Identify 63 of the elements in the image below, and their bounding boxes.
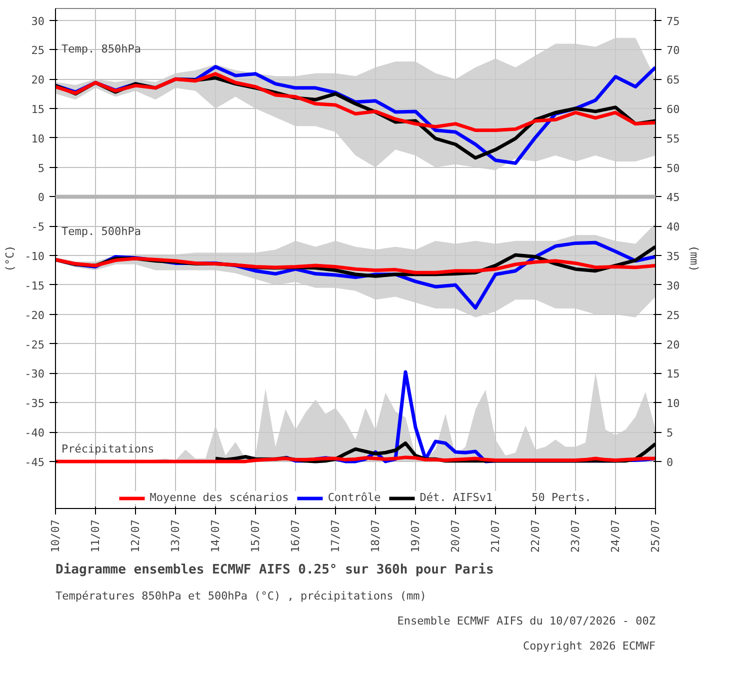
x-tick-label: 24/07 <box>609 519 622 553</box>
y2-tick-label: 25 <box>666 308 680 322</box>
x-tick-label: 13/07 <box>169 519 182 553</box>
x-tick-label: 18/07 <box>369 519 382 553</box>
annotation: Temp. 500hPa <box>62 224 141 238</box>
x-tick-label: 19/07 <box>409 519 422 553</box>
x-tick-label: 11/07 <box>89 519 102 553</box>
y-tick-label: 5 <box>38 162 44 175</box>
x-tick-label: 15/07 <box>249 519 262 553</box>
text: Ensemble ECMWF AIFS du 10/07/2026 - 00Z <box>397 614 656 628</box>
x-tick-label: 14/07 <box>209 519 222 553</box>
y-tick-label: -35 <box>24 397 45 410</box>
y-tick-label: -5 <box>31 220 45 234</box>
annotation: Temp. 850hPa <box>62 42 141 56</box>
y-tick-label: -40 <box>24 426 45 440</box>
y2-tick-label: 30 <box>666 279 680 292</box>
y2-tick-label: 20 <box>666 338 680 352</box>
x-tick-label: 20/07 <box>449 519 462 553</box>
x-tick-label: 17/07 <box>329 519 342 553</box>
y-tick-label: 15 <box>31 103 45 116</box>
text: Températures 850hPa et 500hPa (°C) , précipitations (mm) <box>56 590 426 602</box>
y-tick-label: -10 <box>24 250 45 264</box>
y2-tick-label: 75 <box>666 14 680 28</box>
x-tick-label: 23/07 <box>569 519 582 553</box>
y-tick-label: -25 <box>24 338 45 352</box>
y-tick-label: 30 <box>31 14 45 28</box>
y2-axis-title: (mm) <box>688 245 701 272</box>
y-axis-title: (°C) <box>4 245 17 272</box>
legend-label: Moyenne des scénarios <box>150 491 289 504</box>
x-tick-label: 10/07 <box>49 519 62 553</box>
y-tick-label: -45 <box>24 456 45 469</box>
legend-title: 50 Perts. <box>532 491 592 504</box>
y2-tick-label: 5 <box>666 426 674 440</box>
y-tick-label: 10 <box>31 132 45 146</box>
legend-label: Contrôle <box>328 491 381 504</box>
y-tick-label: 20 <box>31 74 45 87</box>
y2-tick-label: 45 <box>666 191 680 204</box>
y2-tick-label: 15 <box>666 368 680 381</box>
y-tick-label: 0 <box>38 191 44 204</box>
y2-tick-label: 40 <box>666 220 680 234</box>
y-tick-label: -15 <box>24 279 45 292</box>
y2-tick-label: 60 <box>666 103 680 116</box>
y2-tick-label: 10 <box>666 397 680 410</box>
x-tick-label: 16/07 <box>289 519 302 553</box>
text: Diagramme ensembles ECMWF AIFS 0.25° sur 360h pour Paris <box>56 562 494 578</box>
y2-tick-label: 55 <box>666 132 680 146</box>
legend-label: Dét. AIFSv1 <box>420 491 493 504</box>
y2-tick-label: 70 <box>666 44 680 58</box>
line-series <box>56 256 656 274</box>
y2-tick-label: 50 <box>666 162 680 175</box>
annotation: Précipitations <box>62 442 154 456</box>
y2-tick-label: 0 <box>666 456 674 469</box>
x-tick-label: 12/07 <box>129 519 142 553</box>
text: Copyright 2026 ECMWF <box>523 640 656 652</box>
x-tick-label: 22/07 <box>529 519 542 553</box>
y-tick-label: -20 <box>24 308 45 322</box>
x-tick-label: 21/07 <box>489 519 502 553</box>
y-tick-label: -30 <box>24 368 45 381</box>
y2-tick-label: 65 <box>666 74 680 87</box>
y2-tick-label: 35 <box>666 250 680 264</box>
y-tick-label: 25 <box>31 44 45 58</box>
x-tick-label: 25/07 <box>649 519 662 553</box>
line-series <box>56 72 656 132</box>
